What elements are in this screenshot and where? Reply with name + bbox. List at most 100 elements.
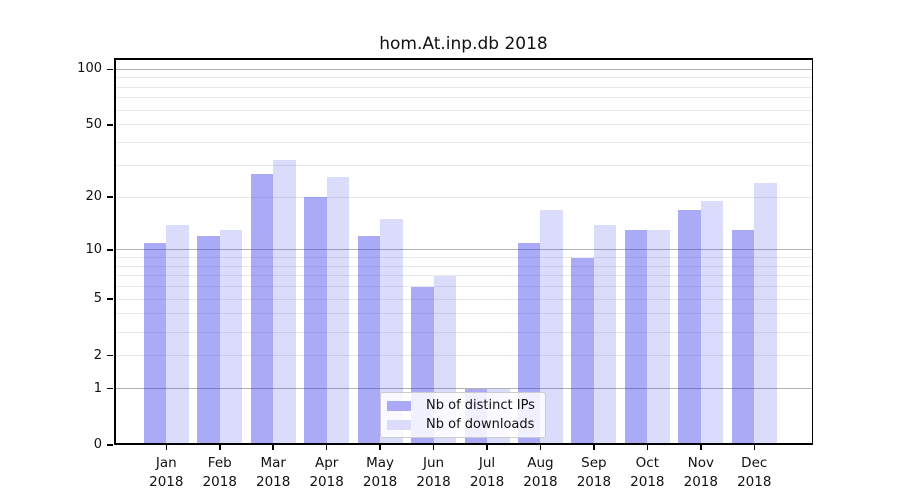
x-tick-label: Jul 2018	[469, 455, 505, 490]
x-tick-year: 2018	[630, 474, 665, 490]
gridline-minor	[114, 196, 813, 198]
y-axis: 0 1 2 5 10 20 50 100	[77, 58, 813, 452]
x-tick-label: Jan 2018	[149, 455, 184, 490]
bar-distinct-ips	[250, 173, 274, 445]
bars-layer	[114, 58, 813, 445]
x-tick	[219, 445, 221, 450]
x-tick	[593, 445, 595, 450]
plot-spine-bottom	[114, 443, 813, 445]
x-tick-year: 2018	[683, 474, 718, 490]
gridline-major	[114, 249, 813, 251]
x-tick	[700, 445, 702, 450]
bar-distinct-ips	[143, 242, 167, 445]
x-tick-label: Sep 2018	[576, 455, 612, 490]
gridline-minor	[114, 124, 813, 126]
legend-label: Nb of distinct IPs	[426, 398, 535, 413]
x-tick-label: May 2018	[362, 455, 398, 490]
bar-distinct-ips	[624, 230, 648, 445]
gridline-major	[114, 68, 813, 70]
y-tick	[107, 298, 113, 300]
bar-downloads	[166, 224, 189, 445]
x-tick-year: 2018	[576, 474, 612, 490]
x-tick-year: 2018	[202, 474, 237, 490]
gridline-minor	[114, 313, 813, 315]
legend-item: Nb of downloads	[387, 417, 535, 432]
x-tick	[486, 445, 488, 450]
legend: Nb of distinct IPs Nb of downloads	[380, 392, 546, 438]
x-tick-label: Feb 2018	[202, 455, 237, 490]
x-tick-label: Jun 2018	[416, 455, 451, 490]
bar-downloads	[326, 176, 350, 445]
bar-distinct-ips	[197, 236, 220, 445]
x-tick	[325, 445, 328, 450]
x-tick-label: Oct 2018	[630, 455, 665, 490]
gridline-minor	[114, 265, 813, 267]
bar-distinct-ips	[304, 197, 327, 445]
x-tick-year: 2018	[149, 474, 184, 490]
x-tick-year: 2018	[523, 474, 558, 490]
bar-downloads	[273, 160, 296, 445]
y-tick-label: 20	[85, 189, 102, 205]
gridline-minor	[114, 257, 813, 259]
x-tick-label: Dec 2018	[737, 455, 772, 490]
y-tick-label: 5	[93, 291, 102, 307]
bar-downloads	[700, 201, 724, 445]
bar-downloads	[647, 230, 670, 445]
x-axis: Jan 2018 Feb 2018 Mar 2018 Apr 2018 May 2018 Jun 20…	[114, 58, 813, 490]
plot-spine-top	[114, 58, 813, 60]
gridline-minor	[114, 164, 813, 166]
gridline-minor	[114, 286, 813, 288]
plot-area: 0 1 2 5 10 20 50 100 Jan 2018 Feb 2018 Mar 2018 Apr 20…	[77, 58, 813, 490]
bar-distinct-ips	[731, 230, 755, 445]
x-tick-label: Mar 2018	[256, 455, 291, 490]
y-tick-label: 2	[93, 347, 102, 363]
legend-swatch-distinct-ips	[387, 400, 411, 411]
gridline-minor	[114, 86, 813, 88]
y-tick	[107, 387, 113, 390]
plot-spine-right	[811, 58, 813, 445]
x-tick	[432, 445, 435, 450]
gridlines-layer	[114, 58, 813, 445]
legend-swatch-downloads	[387, 419, 411, 430]
x-tick	[272, 445, 274, 450]
bar-downloads	[380, 219, 403, 445]
x-tick	[379, 445, 381, 450]
y-tick	[107, 249, 113, 251]
x-tick-year: 2018	[309, 474, 344, 490]
y-tick-label: 50	[85, 116, 102, 132]
x-tick	[165, 445, 168, 450]
y-tick	[107, 444, 113, 446]
y-tick-label: 100	[77, 61, 102, 77]
gridline-minor	[114, 77, 813, 79]
y-tick	[107, 354, 113, 357]
gridline-minor	[114, 298, 813, 300]
y-tick-label: 10	[85, 241, 102, 257]
bar-downloads	[754, 182, 777, 445]
bar-distinct-ips	[678, 209, 701, 445]
gridline-major	[114, 388, 813, 390]
chart-title: hom.At.inp.db 2018	[379, 34, 548, 54]
legend-item: Nb of distinct IPs	[387, 398, 535, 413]
x-tick	[753, 445, 755, 450]
gridline-minor	[114, 97, 813, 99]
gridline-minor	[114, 355, 813, 357]
bar-distinct-ips	[571, 257, 594, 445]
gridline-minor	[114, 275, 813, 277]
y-tick	[107, 196, 113, 198]
y-tick-label: 1	[93, 380, 102, 396]
x-tick-year: 2018	[737, 474, 772, 490]
x-tick-year: 2018	[469, 474, 505, 490]
x-tick-label: Nov 2018	[683, 455, 718, 490]
gridline-minor	[114, 109, 813, 111]
y-tick-label: 0	[93, 437, 102, 452]
y-tick	[107, 68, 113, 71]
bar-downloads	[540, 209, 563, 445]
bar-downloads	[593, 224, 617, 445]
x-tick-year: 2018	[416, 474, 451, 490]
gridline-minor	[114, 331, 813, 333]
legend-label: Nb of downloads	[426, 417, 535, 432]
y-tick	[107, 124, 113, 126]
x-tick-year: 2018	[256, 474, 291, 490]
bar-distinct-ips	[357, 236, 381, 445]
x-tick-year: 2018	[362, 474, 398, 490]
